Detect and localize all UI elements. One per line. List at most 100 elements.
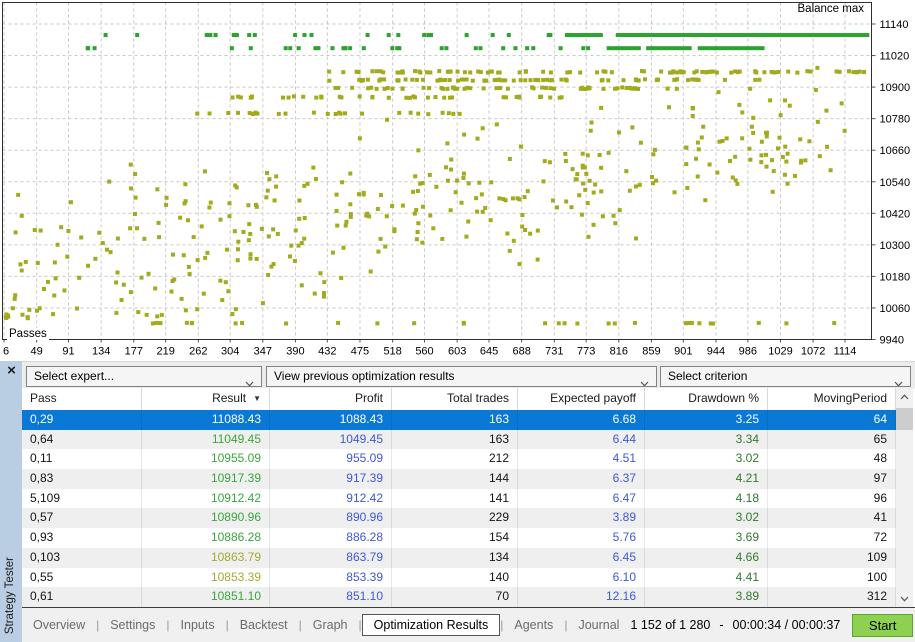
tab-agents[interactable]: Agents [514, 618, 554, 632]
cell-trades: 154 [392, 528, 518, 548]
cell-payoff: 6.10 [518, 567, 645, 588]
scroll-down-icon[interactable] [896, 590, 913, 607]
tab-settings[interactable]: Settings [110, 618, 156, 632]
svg-text:304: 304 [221, 346, 239, 358]
table-row[interactable]: 0,103 10863.79 863.79 134 6.45 4.66 109 [22, 547, 896, 568]
results-view-combobox[interactable]: View previous optimization results [266, 366, 657, 387]
svg-text:603: 603 [448, 346, 466, 358]
tab-optimization-results[interactable]: Optimization Results [361, 614, 501, 636]
column-header-total-trades[interactable]: Total trades [392, 388, 518, 410]
svg-text:9940: 9940 [880, 335, 904, 347]
svg-text:688: 688 [512, 346, 530, 358]
scrollbar-thumb[interactable] [896, 408, 913, 430]
cell-trades: 134 [392, 547, 518, 568]
criterion-select-value: Select criterion [668, 369, 748, 383]
svg-text:475: 475 [351, 346, 369, 358]
svg-text:91: 91 [62, 346, 74, 358]
cell-trades: 141 [392, 488, 518, 509]
cell-drawdown: 3.25 [645, 410, 768, 430]
elapsed-time: 00:00:34 / 00:00:37 [732, 618, 841, 632]
cell-result: 10912.42 [142, 488, 270, 509]
cell-drawdown: 4.66 [645, 547, 768, 568]
cell-profit: 912.42 [270, 488, 392, 509]
column-header-result[interactable]: Result ▼ [142, 388, 270, 410]
cell-moving_period: 65 [768, 429, 896, 450]
cell-payoff: 3.89 [518, 508, 645, 529]
expert-select-combobox[interactable]: Select expert... [26, 366, 262, 387]
tab-backtest[interactable]: Backtest [239, 618, 288, 632]
cell-profit: 851.10 [270, 587, 392, 607]
close-icon[interactable]: × [7, 362, 16, 379]
tab-inputs[interactable]: Inputs [180, 618, 215, 632]
table-row[interactable]: 0,83 10917.39 917.39 144 6.37 4.21 97 [22, 469, 896, 489]
status-group: 1 152 of 1 280 - 00:00:34 / 00:00:37 [630, 618, 840, 632]
tab-separator: | [225, 618, 229, 632]
svg-text:859: 859 [642, 346, 660, 358]
cell-payoff: 6.37 [518, 469, 645, 489]
svg-text:49: 49 [31, 346, 43, 358]
cell-profit: 863.79 [270, 547, 392, 568]
table-scrollbar[interactable] [896, 388, 913, 607]
svg-text:986: 986 [739, 346, 757, 358]
svg-text:10060: 10060 [880, 303, 911, 315]
table-row[interactable]: 0,29 11088.43 1088.43 163 6.68 3.25 64 [22, 410, 896, 430]
table-row[interactable]: 0,93 10886.28 886.28 154 5.76 3.69 72 [22, 528, 896, 548]
cell-payoff: 12.16 [518, 587, 645, 607]
chart-x-caption: Passes [7, 328, 49, 340]
column-header-expected-payoff[interactable]: Expected payoff [518, 388, 645, 410]
svg-text:560: 560 [415, 346, 433, 358]
tab-overview[interactable]: Overview [33, 618, 86, 632]
cell-moving_period: 97 [768, 469, 896, 489]
cell-pass: 0,103 [22, 547, 142, 568]
cell-profit: 853.39 [270, 567, 392, 588]
svg-text:262: 262 [189, 346, 207, 358]
cell-moving_period: 48 [768, 449, 896, 470]
cell-payoff: 6.45 [518, 547, 645, 568]
cell-pass: 0,57 [22, 508, 142, 529]
criterion-select-combobox[interactable]: Select criterion [660, 366, 911, 387]
cell-moving_period: 109 [768, 547, 896, 568]
cell-moving_period: 72 [768, 528, 896, 548]
cell-result: 10955.09 [142, 449, 270, 470]
tab-graph[interactable]: Graph [312, 618, 348, 632]
cell-result: 10917.39 [142, 469, 270, 489]
table-row[interactable]: 0,61 10851.10 851.10 70 12.16 3.89 312 [22, 587, 896, 607]
cell-trades: 144 [392, 469, 518, 489]
table-body: 0,29 11088.43 1088.43 163 6.68 3.25 64 0,64 1104… [22, 410, 896, 607]
cell-pass: 5,109 [22, 488, 142, 509]
cell-trades: 229 [392, 508, 518, 529]
scroll-up-icon[interactable] [896, 388, 913, 405]
chevron-down-icon [894, 374, 903, 386]
svg-text:347: 347 [254, 346, 272, 358]
cell-payoff: 4.51 [518, 449, 645, 470]
column-header-profit[interactable]: Profit [270, 388, 392, 410]
svg-text:10300: 10300 [880, 240, 911, 252]
svg-text:11020: 11020 [880, 51, 910, 63]
cell-profit: 1088.43 [270, 410, 392, 430]
cell-result: 10863.79 [142, 547, 270, 568]
cell-pass: 0,93 [22, 528, 142, 548]
cell-pass: 0,64 [22, 429, 142, 450]
column-header-movingperiod[interactable]: MovingPeriod [768, 388, 896, 410]
cell-trades: 70 [392, 587, 518, 607]
svg-text:1114: 1114 [834, 346, 857, 358]
cell-payoff: 6.47 [518, 488, 645, 509]
cell-drawdown: 4.41 [645, 567, 768, 588]
table-row[interactable]: 5,109 10912.42 912.42 141 6.47 4.18 96 [22, 488, 896, 509]
tab-separator: | [298, 618, 302, 632]
cell-pass: 0,29 [22, 410, 142, 430]
cell-profit: 955.09 [270, 449, 392, 470]
tab-journal[interactable]: Journal [578, 618, 620, 632]
svg-text:773: 773 [577, 346, 595, 358]
table-row[interactable]: 0,64 11049.45 1049.45 163 6.44 3.34 65 [22, 429, 896, 450]
sort-desc-icon: ▼ [253, 394, 261, 403]
table-row[interactable]: 0,55 10853.39 853.39 140 6.10 4.41 100 [22, 567, 896, 588]
table-row[interactable]: 0,11 10955.09 955.09 212 4.51 3.02 48 [22, 449, 896, 470]
column-header-pass[interactable]: Pass [22, 388, 142, 410]
column-header-drawdown-[interactable]: Drawdown % [645, 388, 768, 410]
start-button[interactable]: Start [852, 613, 913, 637]
svg-text:10780: 10780 [880, 114, 911, 126]
table-row[interactable]: 0,57 10890.96 890.96 229 3.89 3.02 41 [22, 508, 896, 529]
svg-text:10180: 10180 [880, 271, 911, 283]
cell-moving_period: 96 [768, 488, 896, 509]
